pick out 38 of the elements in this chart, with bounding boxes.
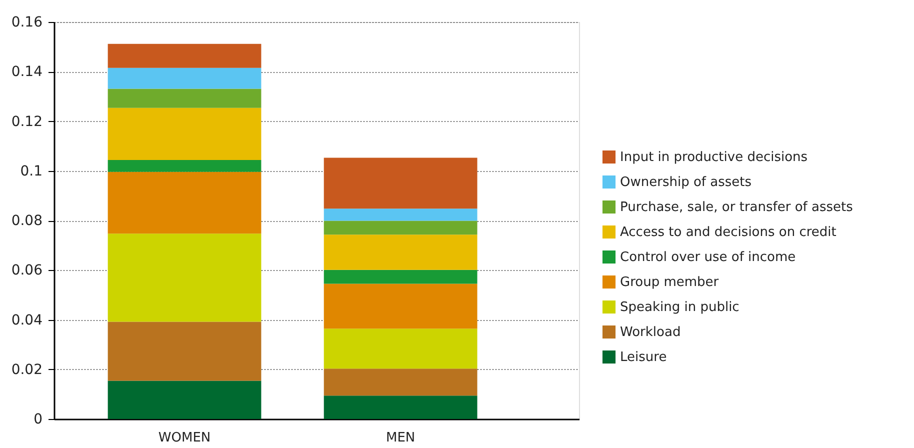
bar (324, 158, 478, 209)
y-tick-label: 0.04 (11, 312, 43, 328)
legend-label: Access to and decisions on credit (620, 225, 836, 240)
legend-label: Leisure (620, 350, 667, 365)
bar (108, 322, 262, 381)
legend-label: Workload (620, 325, 681, 340)
bar (324, 284, 478, 329)
bar (108, 88, 262, 108)
bar (324, 234, 478, 270)
y-tick-label: 0.16 (11, 14, 43, 30)
bar (108, 108, 262, 160)
y-tick-label: 0 (34, 412, 42, 428)
x-tick-label: MEN (386, 430, 416, 446)
x-tick-label: WOMEN (158, 430, 211, 446)
bar (108, 44, 262, 68)
bar (324, 328, 478, 369)
bar (108, 234, 262, 322)
y-tick-label: 0.12 (11, 114, 42, 130)
y-tick-label: 0.02 (11, 362, 42, 378)
legend-label: Ownership of assets (620, 175, 752, 190)
legend-label: Input in productive decisions (620, 150, 808, 165)
y-tick-label: 0.08 (11, 213, 42, 229)
bar (108, 172, 262, 234)
bar (324, 396, 478, 419)
legend-label: Speaking in public (620, 300, 740, 315)
y-tick-label: 0.06 (11, 262, 43, 279)
legend-label: Control over use of income (620, 250, 796, 265)
y-tick-label: 0.1 (20, 163, 42, 180)
legend-label: Group member (620, 275, 720, 290)
bar (324, 270, 478, 284)
legend-label: Purchase, sale, or transfer of assets (620, 200, 854, 215)
bar (324, 208, 478, 221)
bar (108, 160, 262, 172)
bar (108, 68, 262, 89)
bar (324, 220, 478, 235)
y-tick-label: 0.14 (11, 64, 43, 80)
bar (324, 368, 478, 396)
bar (108, 380, 262, 419)
